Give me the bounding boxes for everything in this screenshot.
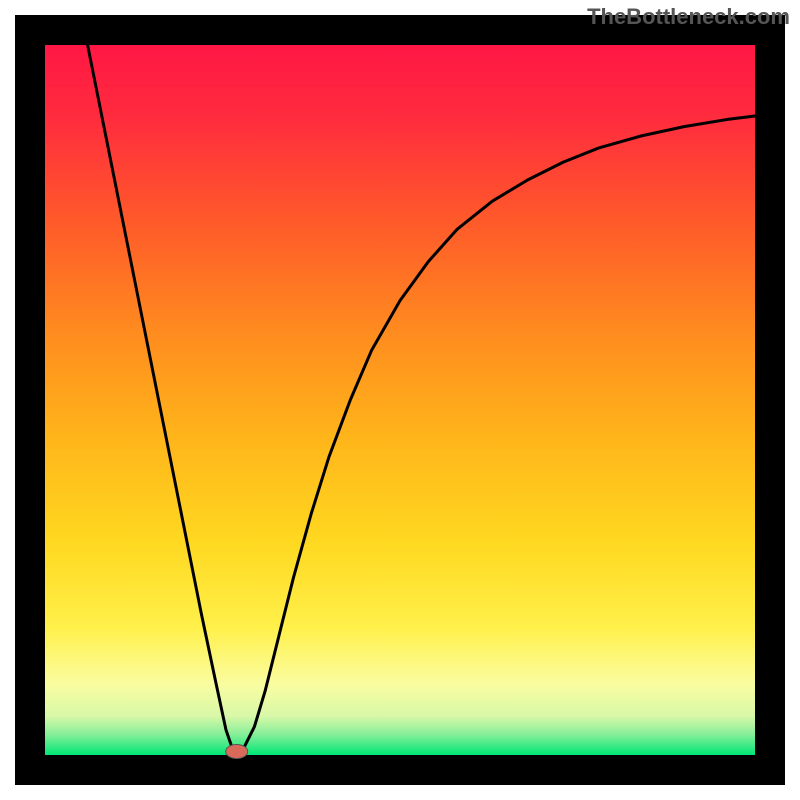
watermark-label: TheBottleneck.com: [587, 4, 790, 30]
chart-container: TheBottleneck.com: [0, 0, 800, 800]
plot-background: [45, 45, 755, 755]
bottleneck-chart: [0, 0, 800, 800]
minimum-marker: [226, 744, 248, 758]
